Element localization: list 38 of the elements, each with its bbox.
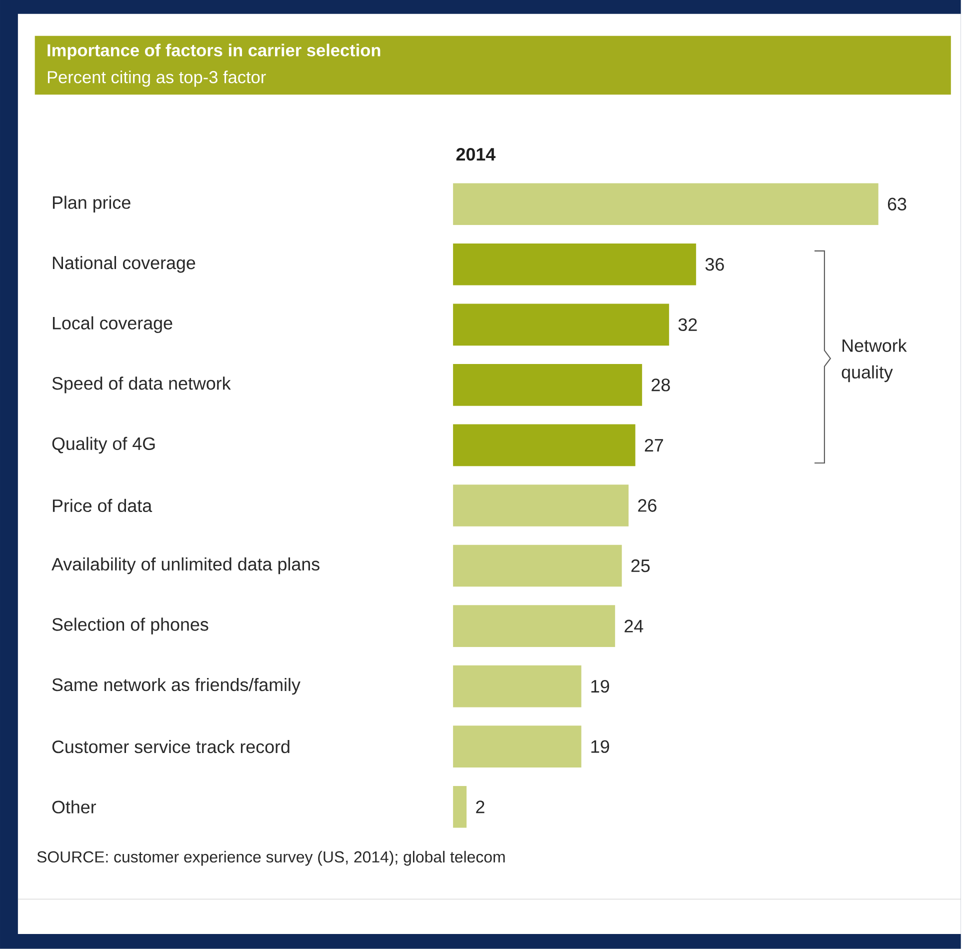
text: Importance of factors in carrier selection — [48, 44, 380, 60]
y-tick-label: Quality of 4G — [52, 436, 155, 454]
y-tick-label: Selection of phones — [52, 618, 208, 634]
data-label: 32 — [678, 318, 697, 332]
annotation: Network quality — [842, 338, 907, 382]
x-axis-title: 2014 — [456, 148, 496, 161]
data-label: 27 — [644, 439, 664, 452]
data-label: 63 — [888, 198, 906, 210]
data-label: 19 — [591, 740, 610, 753]
bar — [453, 665, 582, 708]
bar — [453, 605, 616, 647]
data-label: 2 — [476, 800, 484, 814]
y-tick-label: National coverage — [52, 256, 196, 273]
data-label: 19 — [591, 680, 610, 693]
data-label: 36 — [705, 258, 724, 271]
y-tick-label: Price of data — [52, 498, 152, 512]
y-tick-label: Availability of unlimited data plans — [52, 557, 320, 574]
data-label: 26 — [638, 499, 656, 512]
bar — [453, 304, 670, 346]
bar — [453, 726, 582, 768]
text: Percent citing as top-3 factor — [48, 70, 266, 87]
bar — [453, 484, 629, 526]
bar — [453, 786, 467, 828]
data-label: 28 — [652, 378, 670, 392]
data-label: 25 — [631, 559, 650, 572]
y-tick-label: Same network as friends/family — [52, 678, 300, 695]
bar — [453, 183, 878, 226]
bar — [453, 364, 642, 406]
source-note: SOURCE: customer experience survey (US, 2014); global telecom — [37, 850, 505, 866]
y-tick-label: Other — [52, 800, 96, 814]
y-tick-label: Speed of data network — [52, 376, 231, 394]
bar — [453, 244, 696, 286]
y-tick-label: Local coverage — [52, 316, 172, 334]
y-tick-label: Plan price — [52, 196, 130, 213]
bar — [453, 544, 622, 587]
data-label: 24 — [624, 620, 644, 632]
bar — [453, 424, 636, 466]
y-tick-label: Customer service track record — [52, 740, 290, 754]
